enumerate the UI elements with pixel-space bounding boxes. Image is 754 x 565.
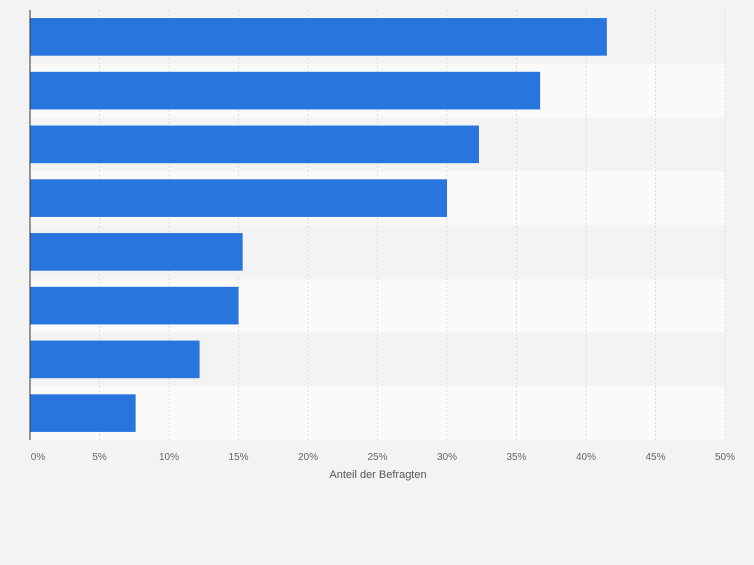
bar bbox=[30, 340, 200, 379]
x-tick-label: 10% bbox=[159, 452, 179, 463]
bar bbox=[30, 71, 541, 110]
x-tick-label: 20% bbox=[298, 452, 318, 463]
bar bbox=[30, 394, 136, 432]
bars bbox=[30, 18, 607, 432]
bar bbox=[30, 125, 479, 164]
x-tick-label: 5% bbox=[92, 452, 107, 463]
x-tick-label: 35% bbox=[506, 452, 526, 463]
x-tick-label: 30% bbox=[437, 452, 457, 463]
bar bbox=[30, 233, 243, 271]
bar bbox=[30, 18, 607, 56]
x-tick-label: 15% bbox=[228, 452, 248, 463]
x-tick-label: 50% bbox=[715, 452, 735, 463]
x-tick-label: 45% bbox=[645, 452, 665, 463]
x-tick-label: 25% bbox=[367, 452, 387, 463]
bar bbox=[30, 179, 447, 217]
x-tick-label: 40% bbox=[576, 452, 596, 463]
x-tick-label: 0% bbox=[31, 452, 46, 463]
x-axis-label: Anteil der Befragten bbox=[329, 469, 426, 481]
x-axis-ticks: 0% 5% 10% 15% 20% 25% 30% 35% 40% 45% 50% bbox=[31, 452, 735, 463]
bar bbox=[30, 286, 239, 325]
